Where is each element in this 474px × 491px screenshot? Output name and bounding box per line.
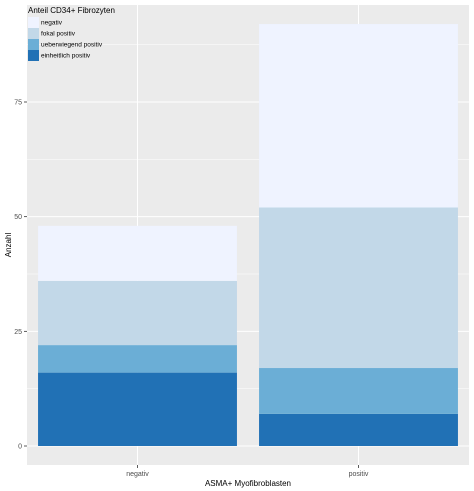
y-tick-label: 50: [14, 214, 22, 221]
bar-segment: [38, 345, 237, 373]
bar-segment: [259, 413, 458, 446]
legend-label: negativ: [41, 20, 63, 27]
x-tick-label: positiv: [349, 471, 369, 478]
legend-key: [28, 50, 39, 61]
bars: [38, 24, 458, 446]
legend-key: [28, 17, 39, 28]
x-tick-label: negativ: [126, 471, 149, 478]
legend-label: einheitlich positiv: [41, 53, 91, 60]
bar-segment: [259, 207, 458, 369]
y-tick-label: 25: [14, 329, 22, 336]
legend-key: [28, 28, 39, 39]
bar-segment: [259, 368, 458, 414]
bar-segment: [259, 24, 458, 208]
y-axis: 0 25 50 75: [14, 100, 27, 451]
y-axis-title: Anzahl: [4, 233, 13, 258]
legend-title: Anteil CD34+ Fibrozyten: [28, 6, 115, 15]
bar-segment: [38, 225, 237, 281]
x-axis-title: ASMA+ Myofibroblasten: [205, 479, 291, 488]
legend: Anteil CD34+ Fibrozyten negativ fokal pos…: [28, 6, 115, 61]
x-axis: negativ positiv: [126, 465, 369, 478]
bar-segment: [38, 372, 237, 446]
bar-segment: [38, 280, 237, 346]
legend-label: ueberwiegend positiv: [41, 42, 103, 49]
legend-label: fokal positiv: [41, 31, 76, 38]
y-tick-label: 75: [14, 100, 22, 107]
legend-key: [28, 39, 39, 50]
y-tick-label: 0: [18, 444, 22, 451]
